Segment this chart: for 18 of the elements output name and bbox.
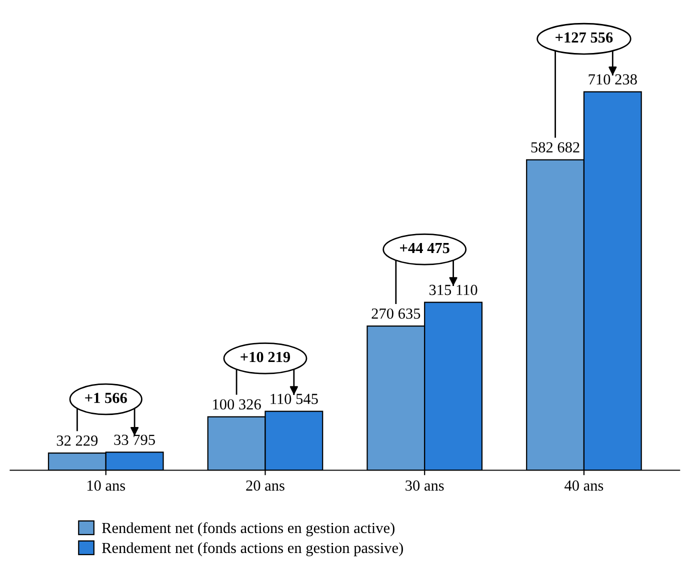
data-label: 100 326 [213,399,261,410]
text: +127 556 [556,32,613,43]
data-label: 710 238 [588,74,637,85]
annotation: +1 566 [85,392,127,404]
data-label: 582 682 [531,142,580,153]
x-tick-label: 30 ans [406,480,444,491]
data-label: 32 229 [56,436,98,446]
data-label: 110 545 [270,394,318,404]
legend-label: Rendement net (fonds actions en gestion passive) [102,542,403,556]
data-label: 315 110 [429,284,478,296]
x-tick-label: 40 ans [564,480,604,491]
legend-label: Rendement net (fonds actions en gestion active) [102,522,394,536]
data-label: 270 635 [372,308,420,319]
x-tick-label: 10 ans [87,480,126,491]
x-tick-label: 20 ans [246,480,284,491]
data-label: 33 795 [114,434,155,445]
annotation: +10 219 [240,352,290,362]
annotation: +44 475 [400,242,450,254]
